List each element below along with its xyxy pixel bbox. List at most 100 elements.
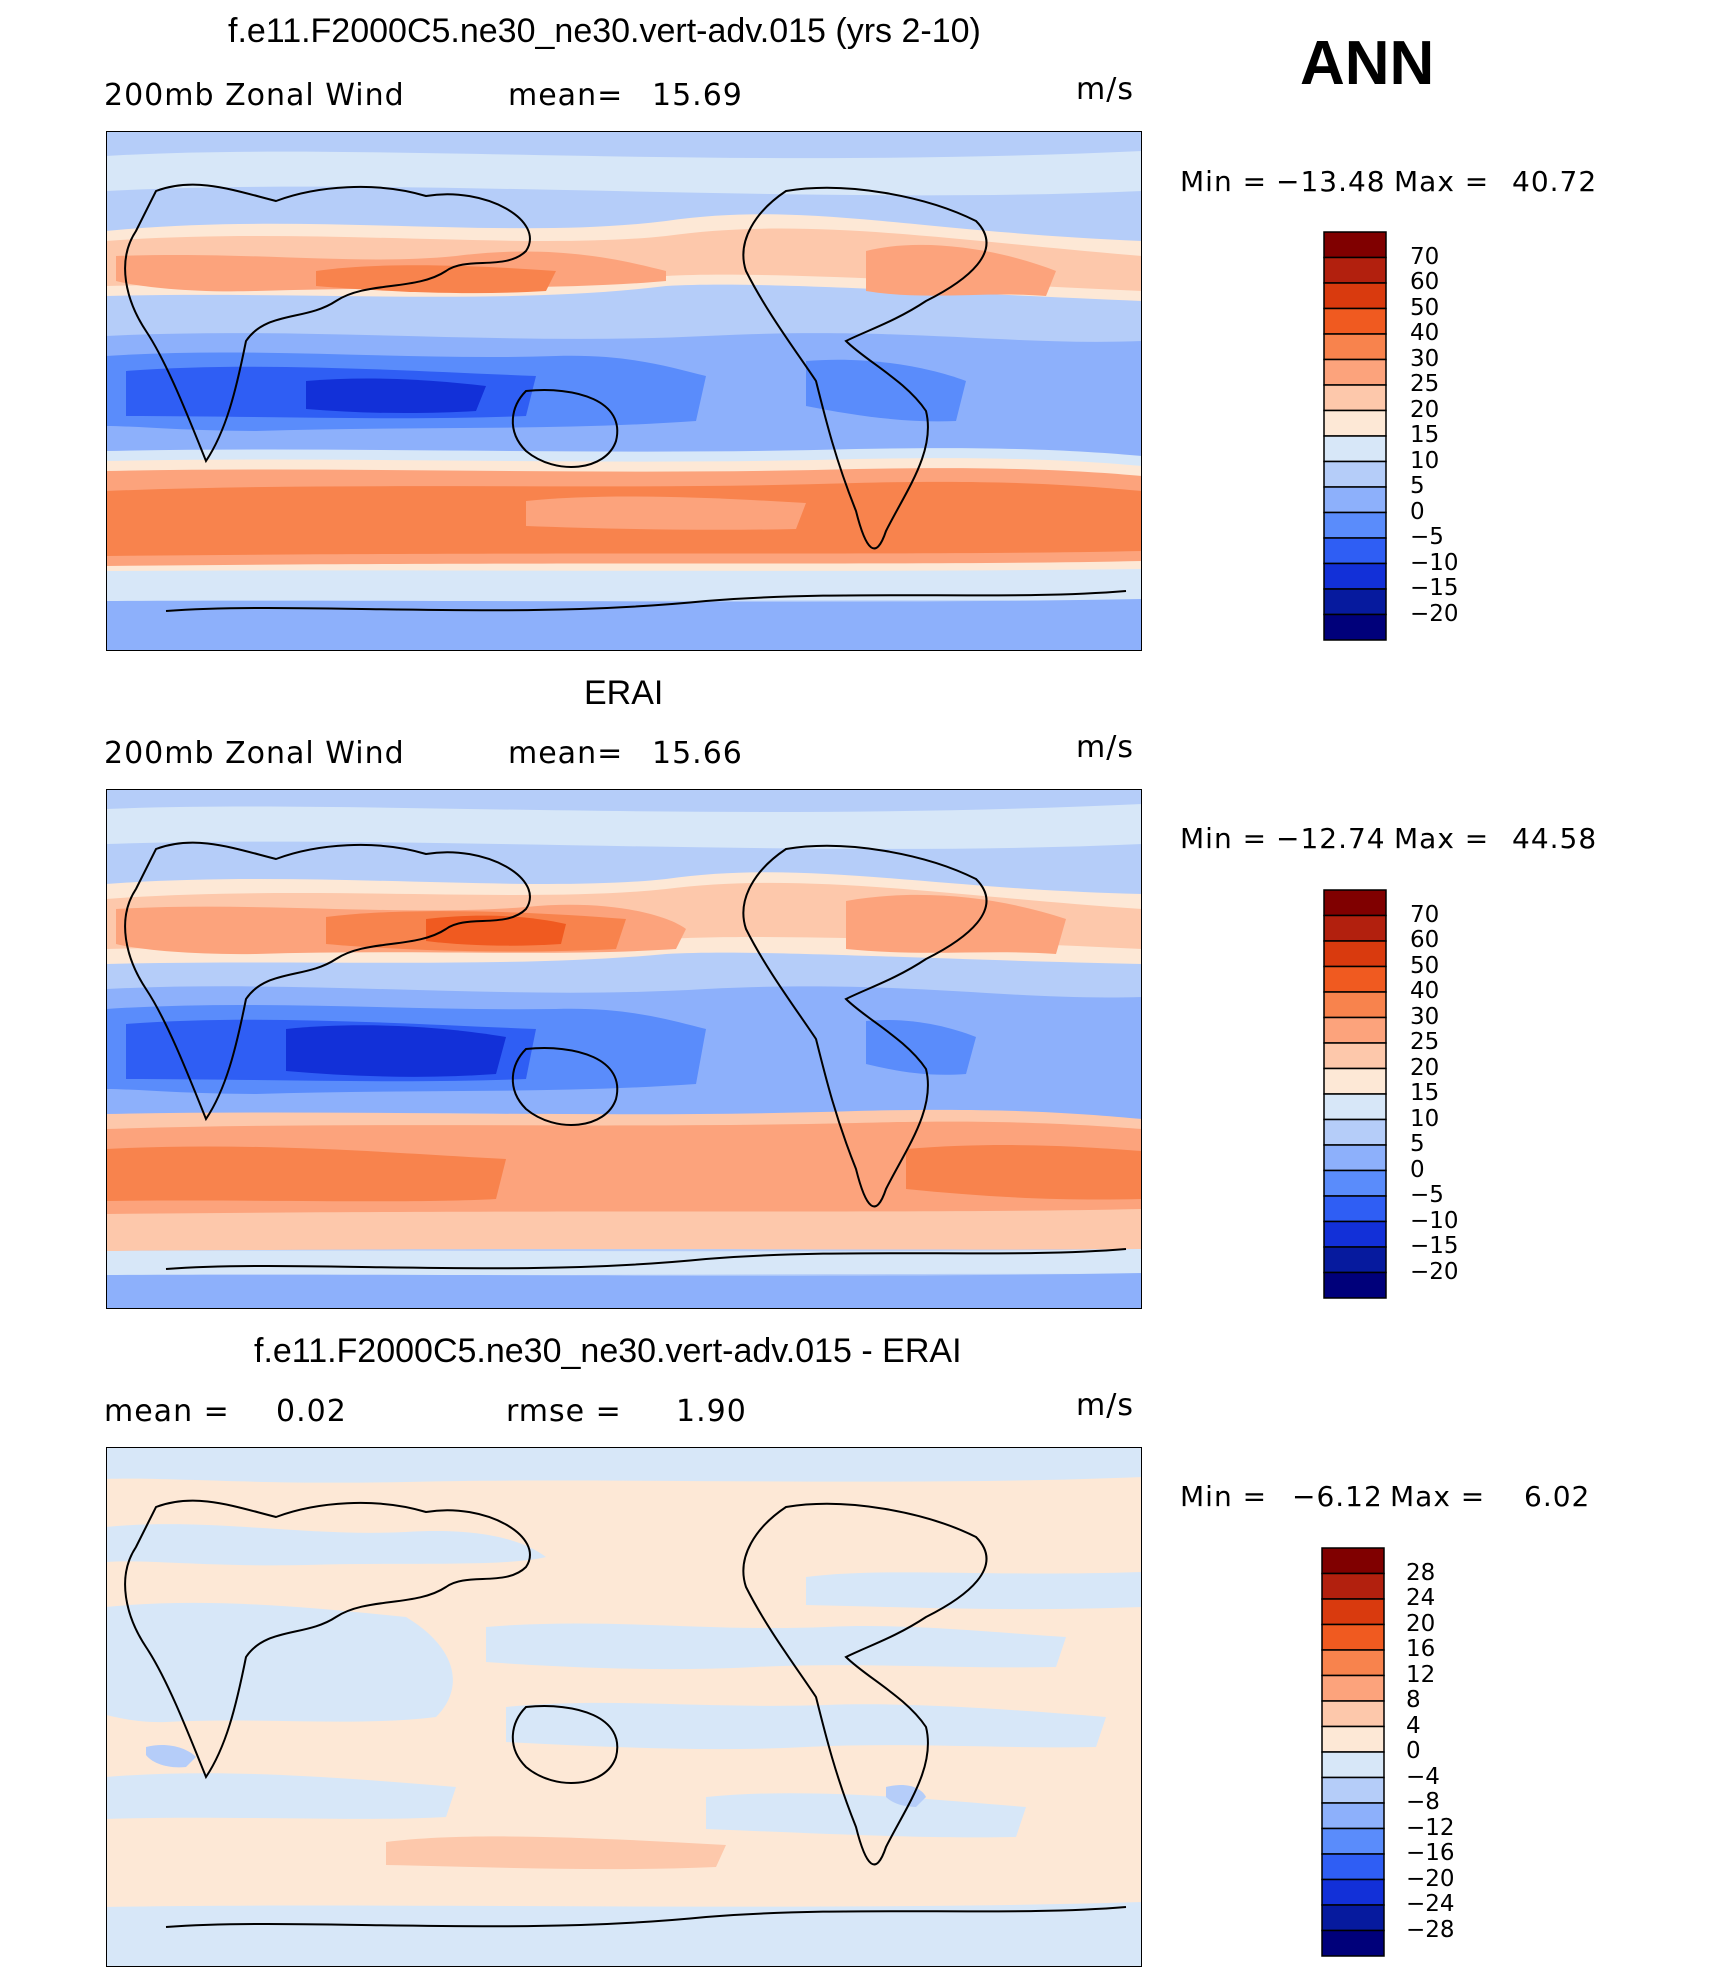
colorbar-tick-label: 50	[1410, 952, 1440, 979]
panel3-contours	[106, 1447, 1142, 1967]
colorbar-tick-label: 70	[1410, 901, 1440, 928]
colorbar-box	[1323, 1271, 1387, 1299]
colorbar-tick-label: −20	[1410, 1258, 1459, 1285]
colorbar-tick-label: 25	[1410, 1029, 1440, 1055]
panel2-colorbar	[1323, 889, 1387, 1299]
panel1-min-value: −13.48	[1276, 165, 1386, 198]
colorbar-box	[1321, 1700, 1385, 1728]
panel2-mean-value: 15.66	[652, 736, 743, 771]
colorbar-box	[1323, 1067, 1387, 1095]
panel3-title: f.e11.F2000C5.ne30_ne30.vert-adv.015 - E…	[254, 1332, 962, 1370]
colorbar-box	[1323, 562, 1387, 590]
colorbar-box	[1323, 613, 1387, 641]
panel2-max-value: 44.58	[1512, 822, 1598, 855]
panel1-colorbar	[1323, 231, 1387, 641]
colorbar-tick-label: 40	[1410, 978, 1440, 1004]
colorbar-box	[1321, 1904, 1385, 1932]
colorbar-box	[1323, 537, 1387, 565]
colorbar-tick-label: 5	[1410, 473, 1425, 499]
colorbar-box	[1321, 1674, 1385, 1702]
colorbar-box	[1323, 486, 1387, 514]
colorbar-box	[1323, 1195, 1387, 1223]
colorbar-box	[1321, 1725, 1385, 1753]
colorbar-box	[1323, 231, 1387, 259]
panel1-units: m/s	[1076, 72, 1134, 107]
panel1-max-value: 40.72	[1512, 165, 1598, 198]
colorbar-box	[1323, 889, 1387, 917]
panel2-units: m/s	[1076, 730, 1134, 765]
colorbar-box	[1321, 1853, 1385, 1881]
panel3-coastlines	[124, 1499, 1127, 1928]
colorbar-box	[1321, 1776, 1385, 1804]
panel3-mean-label: mean =	[104, 1394, 230, 1429]
colorbar-tick-label: 30	[1410, 345, 1440, 372]
colorbar-box	[1321, 1929, 1385, 1957]
panel1-contours	[106, 151, 1142, 651]
colorbar-box	[1321, 1751, 1385, 1779]
colorbar-box	[1321, 1649, 1385, 1677]
colorbar-tick-label: −5	[1410, 1182, 1444, 1208]
colorbar-box	[1323, 511, 1387, 539]
colorbar-box	[1321, 1802, 1385, 1830]
panel3-units: m/s	[1076, 1388, 1134, 1423]
colorbar-box	[1323, 1042, 1387, 1070]
panel3-max-value: 6.02	[1524, 1480, 1591, 1513]
colorbar-tick-label: −8	[1406, 1789, 1440, 1815]
colorbar-box	[1321, 1827, 1385, 1855]
colorbar-tick-label: 4	[1406, 1712, 1421, 1739]
colorbar-box	[1323, 333, 1387, 361]
colorbar-box	[1323, 1118, 1387, 1146]
colorbar-tick-label: 24	[1406, 1585, 1436, 1611]
colorbar-tick-label: 0	[1410, 498, 1425, 525]
colorbar-tick-label: −5	[1410, 524, 1444, 550]
colorbar-box	[1323, 1144, 1387, 1172]
colorbar-box	[1323, 1093, 1387, 1121]
panel2-max-label: Max =	[1394, 822, 1490, 855]
colorbar-tick-label: 50	[1410, 294, 1440, 321]
colorbar-box	[1323, 914, 1387, 942]
colorbar-box	[1321, 1623, 1385, 1651]
colorbar-tick-label: 10	[1410, 1105, 1440, 1132]
colorbar-box	[1321, 1598, 1385, 1626]
colorbar-tick-label: −10	[1410, 549, 1459, 576]
colorbar-tick-label: 15	[1410, 422, 1440, 448]
panel3-min-label: Min =	[1180, 1480, 1268, 1513]
colorbar-box	[1323, 409, 1387, 437]
panel1-title: f.e11.F2000C5.ne30_ne30.vert-adv.015 (yr…	[228, 12, 981, 50]
panel3-max-label: Max =	[1390, 1480, 1486, 1513]
colorbar-box	[1323, 307, 1387, 335]
colorbar-tick-label: 60	[1410, 269, 1440, 295]
panel1-min-label: Min =	[1180, 165, 1268, 198]
colorbar-tick-label: 16	[1406, 1636, 1436, 1662]
colorbar-tick-label: 10	[1410, 447, 1440, 474]
panel1-mean-label: mean=	[508, 78, 624, 113]
colorbar-tick-label: −20	[1410, 600, 1459, 627]
colorbar-box	[1323, 1016, 1387, 1044]
colorbar-tick-label: 60	[1410, 927, 1440, 953]
colorbar-tick-label: 20	[1410, 396, 1440, 423]
colorbar-tick-label: −4	[1406, 1763, 1440, 1790]
panel2-map	[106, 789, 1142, 1309]
panel3-rmse-value: 1.90	[676, 1394, 747, 1429]
colorbar-tick-label: −15	[1410, 575, 1459, 601]
colorbar-tick-label: 12	[1406, 1661, 1436, 1688]
panel3-map	[106, 1447, 1142, 1967]
colorbar-tick-label: −24	[1406, 1891, 1455, 1917]
colorbar-tick-label: 0	[1406, 1738, 1421, 1764]
colorbar-tick-label: 28	[1406, 1559, 1436, 1586]
panel2-min-label: Min =	[1180, 822, 1268, 855]
colorbar-tick-label: −15	[1410, 1233, 1459, 1259]
colorbar-tick-label: 40	[1410, 320, 1440, 346]
season-label: ANN	[1300, 29, 1435, 98]
colorbar-tick-label: 30	[1410, 1003, 1440, 1030]
colorbar-box	[1323, 460, 1387, 488]
colorbar-tick-label: 70	[1410, 243, 1440, 270]
panel1-mean-value: 15.69	[652, 78, 743, 113]
colorbar-box	[1323, 940, 1387, 968]
panel3-rmse-label: rmse =	[506, 1394, 622, 1429]
colorbar-box	[1323, 1246, 1387, 1274]
colorbar-box	[1323, 358, 1387, 386]
colorbar-tick-label: 20	[1406, 1610, 1436, 1637]
panel1-max-label: Max =	[1394, 165, 1490, 198]
panel2-mean-label: mean=	[508, 736, 624, 771]
